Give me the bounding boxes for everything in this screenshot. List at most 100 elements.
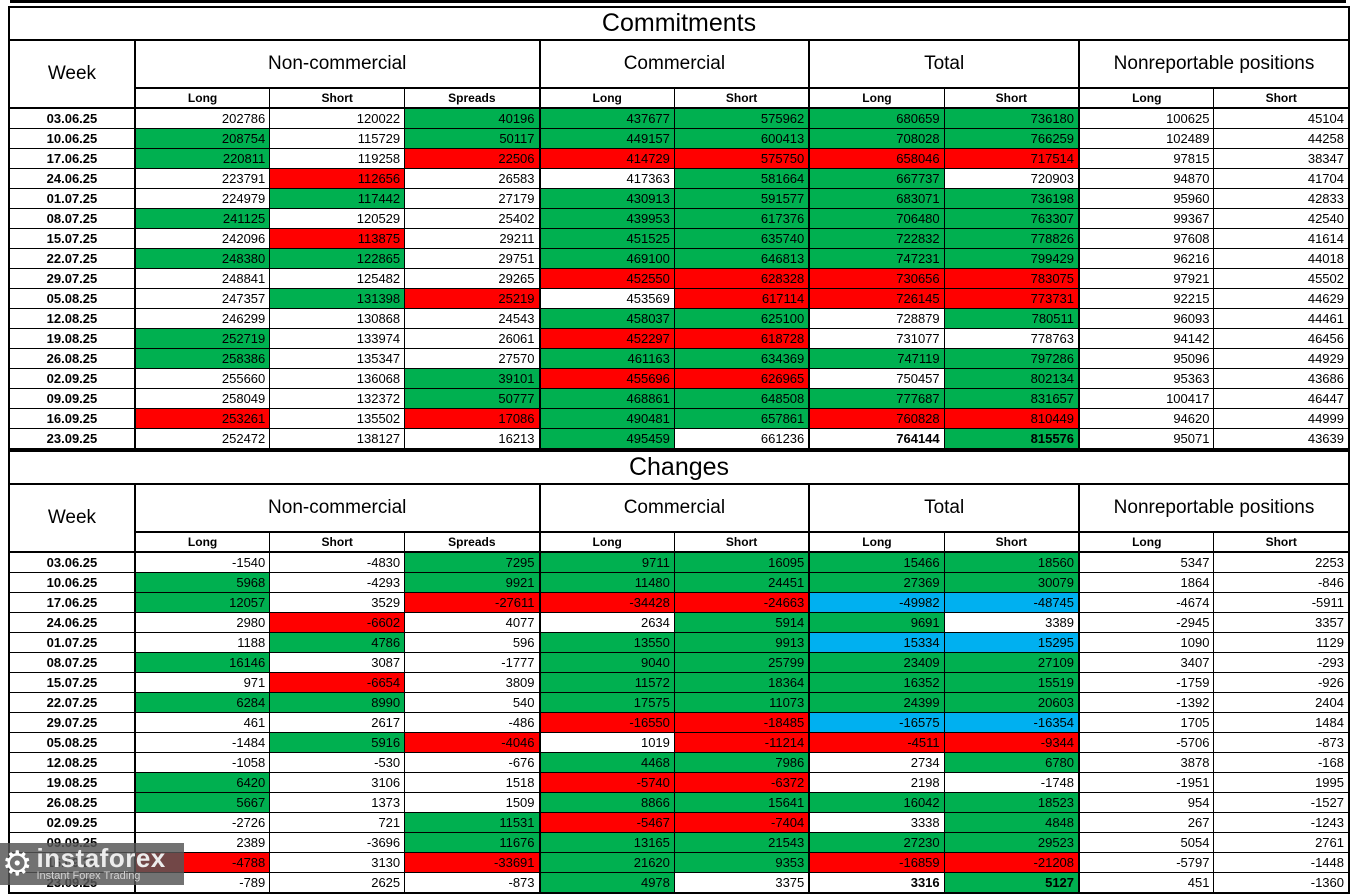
subheader-long: Long	[808, 531, 945, 553]
subheader-short: Short	[673, 531, 810, 553]
value-cell: 16352	[808, 672, 945, 693]
value-cell: 44258	[1213, 128, 1350, 149]
subheader-short: Short	[943, 531, 1080, 553]
value-cell: -16354	[943, 712, 1080, 733]
value-cell: 224979	[133, 188, 271, 209]
value-cell: 120022	[269, 107, 406, 129]
table-row: 09.09.252389-369611676131652154327230295…	[8, 832, 1350, 853]
value-cell: 721	[269, 812, 406, 833]
value-cell: 9913	[673, 632, 810, 653]
value-cell: 9353	[673, 852, 810, 873]
value-cell: 11531	[404, 812, 541, 833]
value-cell: 468861	[538, 388, 675, 409]
value-cell: 600413	[673, 128, 810, 149]
value-cell: 41704	[1213, 168, 1350, 189]
changes-group-header-row: Week Non-commercial Commercial Total Nonrepo…	[8, 483, 1350, 553]
table-row: 24.06.25 223791 112656 26583 417363 581664 667…	[8, 168, 1350, 189]
week-cell: 10.06.25	[8, 572, 136, 593]
value-cell: 248841	[133, 268, 271, 289]
value-cell: 635740	[673, 228, 810, 249]
value-cell: -1360	[1213, 872, 1350, 894]
value-cell: 657861	[673, 408, 810, 429]
value-cell: -21208	[943, 852, 1080, 873]
week-cell: 16.09.25	[8, 408, 136, 429]
value-cell: 4978	[538, 872, 675, 894]
table-row: 16.09.25-47883130-33691216209353-16859-2…	[8, 852, 1350, 873]
commitments-title-row: Commitments	[8, 6, 1350, 41]
value-cell: -4046	[404, 732, 541, 753]
week-cell: 08.07.25	[8, 208, 136, 229]
value-cell: 1019	[538, 732, 675, 753]
week-cell: 17.06.25	[8, 592, 136, 613]
value-cell: 11073	[673, 692, 810, 713]
value-cell: -873	[404, 872, 541, 894]
value-cell: 5968	[133, 572, 271, 593]
value-cell: 667737	[808, 168, 945, 189]
value-cell: 4468	[538, 752, 675, 773]
table-row: 05.08.25 -1484 5916 -4046 1019 -11214 -4511 -93…	[8, 732, 1350, 753]
value-cell: 255660	[133, 368, 271, 389]
value-cell: 4786	[269, 632, 406, 653]
table-row: 29.07.25 461 2617 -486 -16550 -18485 -16575 -16…	[8, 712, 1350, 733]
value-cell: 763307	[943, 208, 1080, 229]
value-cell: -5740	[538, 772, 675, 793]
value-cell: 41614	[1213, 228, 1350, 249]
value-cell: 130868	[269, 308, 406, 329]
value-cell: 16042	[808, 792, 945, 813]
value-cell: 451525	[538, 228, 675, 249]
table-row: 15.07.25 242096 113875 29211 451525 635740 722…	[8, 228, 1350, 249]
value-cell: 30079	[943, 572, 1080, 593]
subheader-long: Long	[133, 87, 271, 109]
value-cell: -293	[1213, 652, 1350, 673]
value-cell: 11676	[404, 832, 541, 853]
value-cell: 44929	[1213, 348, 1350, 369]
value-cell: 773731	[943, 288, 1080, 309]
table-row: 16.09.25 253261 135502 17086 490481 657861 760…	[8, 408, 1350, 429]
value-cell: 1129	[1213, 632, 1350, 653]
value-cell: 43686	[1213, 368, 1350, 389]
value-cell: 646813	[673, 248, 810, 269]
value-cell: 24399	[808, 692, 945, 713]
subheader-short: Short	[943, 87, 1080, 109]
value-cell: -5797	[1078, 852, 1215, 873]
value-cell: 731077	[808, 328, 945, 349]
value-cell: -9344	[943, 732, 1080, 753]
value-cell: 29523	[943, 832, 1080, 853]
value-cell: 16213	[404, 428, 541, 450]
value-cell: -2945	[1078, 612, 1215, 633]
value-cell: 18364	[673, 672, 810, 693]
value-cell: -168	[1213, 752, 1350, 773]
value-cell: 2404	[1213, 692, 1350, 713]
table-row: 03.06.25 202786 120022 40196 437677 575962 680…	[8, 107, 1350, 129]
value-cell: 971	[133, 672, 271, 693]
value-cell: 722832	[808, 228, 945, 249]
table-row: 15.07.25 971 -6654 3809 11572 18364 16352 15519…	[8, 672, 1350, 693]
value-cell: 122865	[269, 248, 406, 269]
value-cell: 683071	[808, 188, 945, 209]
week-cell: 08.07.25	[8, 652, 136, 673]
week-cell: 15.07.25	[8, 228, 136, 249]
value-cell: -5911	[1213, 592, 1350, 613]
group-header-commercial: Commercial	[538, 483, 811, 533]
value-cell: 540	[404, 692, 541, 713]
value-cell: -7404	[673, 812, 810, 833]
value-cell: 5916	[269, 732, 406, 753]
value-cell: 94142	[1078, 328, 1215, 349]
value-cell: 22506	[404, 148, 541, 169]
table-row: 01.07.25 224979 117442 27179 430913 591577 683…	[8, 188, 1350, 209]
value-cell: 777687	[808, 388, 945, 409]
value-cell: -33691	[404, 852, 541, 873]
watermark-tagline: Instant Forex Trading	[36, 870, 141, 882]
value-cell: 95096	[1078, 348, 1215, 369]
value-cell: -873	[1213, 732, 1350, 753]
table-row: 08.07.25 16146 3087 -1777 9040 25799 23409 2710…	[8, 652, 1350, 673]
value-cell: 1373	[269, 792, 406, 813]
value-cell: 437677	[538, 107, 675, 129]
value-cell: 16095	[673, 551, 810, 573]
table-row: 17.06.25 12057 3529 -27611 -34428 -24663 -4998…	[8, 592, 1350, 613]
value-cell: 1484	[1213, 712, 1350, 733]
value-cell: 9921	[404, 572, 541, 593]
week-cell: 19.08.25	[8, 772, 136, 793]
value-cell: 18560	[943, 551, 1080, 573]
value-cell: 453569	[538, 288, 675, 309]
